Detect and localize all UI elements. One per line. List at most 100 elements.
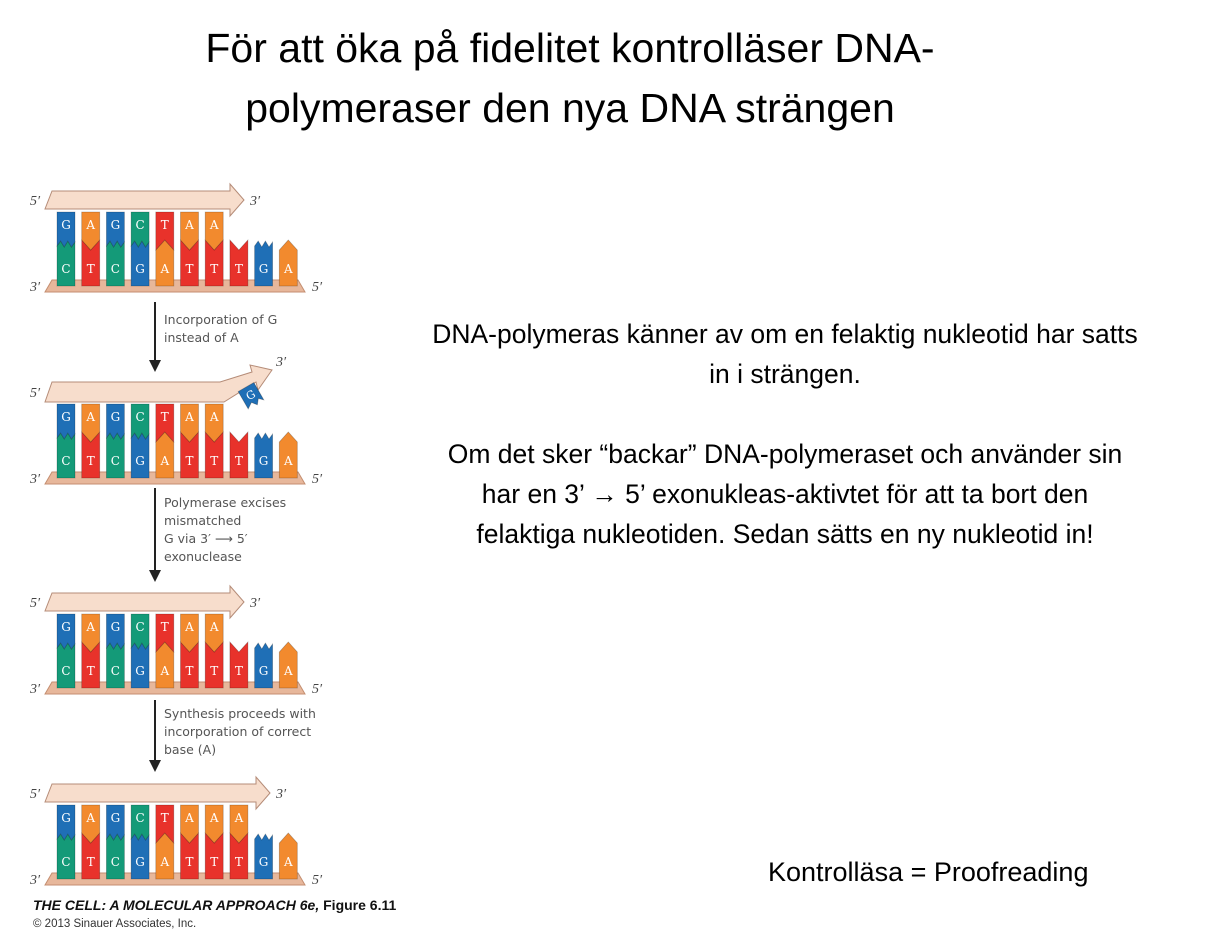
explanation-text: DNA-polymeras känner av om en felaktig n… [430,314,1140,594]
new-base-A [81,804,101,844]
base-letter: T [87,454,95,468]
caption-line: G via 3′ ⟶ 5′ [164,531,248,546]
template-base-G [254,240,274,287]
base-letter: T [210,664,218,678]
five-prime-label: 5′ [30,386,41,401]
base-letter: T [161,218,169,232]
mismatched-base: G [237,382,265,410]
template-base-A [278,641,298,689]
base-letter: T [87,664,95,678]
template-base-G [254,833,274,880]
base-letter: A [184,218,194,232]
base-letter: A [283,454,293,468]
slide-title-line-2: polymeraser den nya DNA strängen [245,85,895,131]
base-letter: A [283,664,293,678]
template-base-A [155,239,175,287]
base-letter: T [87,262,95,276]
paragraph-exonuclease: Om det sker “backar” DNA-polymeraset och… [447,439,1123,549]
new-base-A [180,804,199,844]
step-caption-3: Synthesis proceeds with incorporation of… [164,705,316,759]
new-strand-arrow [44,584,245,620]
base-letter: A [184,620,194,634]
template-base-A [278,431,298,479]
caption-line: Incorporation of G [164,312,278,327]
five-prime-label: 5′ [30,194,41,209]
three-prime-label: 3′ [275,787,287,802]
new-base-C [130,613,150,650]
base-letter: T [185,454,193,468]
caption-line: incorporation of correct [164,724,312,739]
base-letter: G [135,855,145,869]
base-letter: C [136,410,145,424]
base-letter: T [161,410,169,424]
base-letter: A [85,410,95,424]
base-letter: T [185,664,193,678]
new-base-A [204,804,224,844]
base-letter: C [111,262,120,276]
new-base-C [130,211,150,248]
base-letter: G [111,218,121,232]
base-letter: T [210,454,218,468]
new-base-T [155,613,175,654]
caption-line: exonuclease [164,549,242,564]
step-caption-2: Polymerase excises mismatched G via 3′ ⟶… [164,494,286,566]
figure-credit: THE CELL: A MOLECULAR APPROACH 6e, Figur… [33,897,396,913]
base-letter: T [235,262,243,276]
template-base-G [254,642,274,689]
base-letter: C [61,262,70,276]
new-base-C [130,403,150,440]
base-letter: G [61,410,71,424]
new-base-A [229,804,249,844]
caption-line: mismatched [164,513,242,528]
base-letter: C [136,811,145,825]
step-caption-1: Incorporation of G instead of A [164,311,277,347]
template-base-G [254,432,274,479]
three-prime-label: 3′ [249,596,261,611]
new-base-G [56,403,76,440]
five-prime-label: 5′ [312,682,323,697]
new-strand-arrow [44,775,271,811]
base-letter: C [136,620,145,634]
base-letter: G [111,410,121,424]
new-base-T [155,804,175,845]
new-strand-arrow [44,364,273,403]
new-base-G [106,804,125,841]
slide-title-line-1: För att öka på fidelitet kontrolläser DN… [205,25,935,71]
five-prime-label: 5′ [30,596,41,611]
three-prime-label: 3′ [275,355,287,370]
base-letter: C [111,664,120,678]
base-letter: A [85,620,95,634]
base-letter: T [235,664,243,678]
new-base-G [56,804,76,841]
credit-title: THE CELL: A MOLECULAR APPROACH 6e, [33,897,320,913]
base-letter: G [61,218,71,232]
slide-title: För att öka på fidelitet kontrolläser DN… [60,18,1080,138]
base-letter: A [184,811,194,825]
base-letter: C [136,218,145,232]
new-base-A [81,403,101,443]
caption-line: Polymerase excises [164,495,287,510]
credit-figure: Figure 6.11 [323,897,397,913]
three-prime-label: 3′ [29,280,41,295]
new-base-A [81,211,101,251]
base-letter: G [259,855,269,869]
new-base-A [180,403,199,443]
base-letter: G [111,811,121,825]
five-prime-label: 5′ [30,787,41,802]
caption-line: base (A) [164,742,217,757]
base-letter: G [135,262,145,276]
base-letter: G [259,454,269,468]
base-letter: C [111,454,120,468]
template-base-A [278,832,298,880]
three-prime-label: 3′ [29,682,41,697]
base-letter: T [161,620,169,634]
new-base-A [204,403,224,443]
base-letter: T [210,262,218,276]
step-arrowhead [149,570,161,582]
template-base-T [229,430,249,479]
caption-line: instead of A [164,330,239,345]
three-prime-label: 3′ [29,873,41,888]
new-strand-arrow [44,182,245,218]
template-base-T [229,640,249,689]
base-letter: A [209,218,219,232]
